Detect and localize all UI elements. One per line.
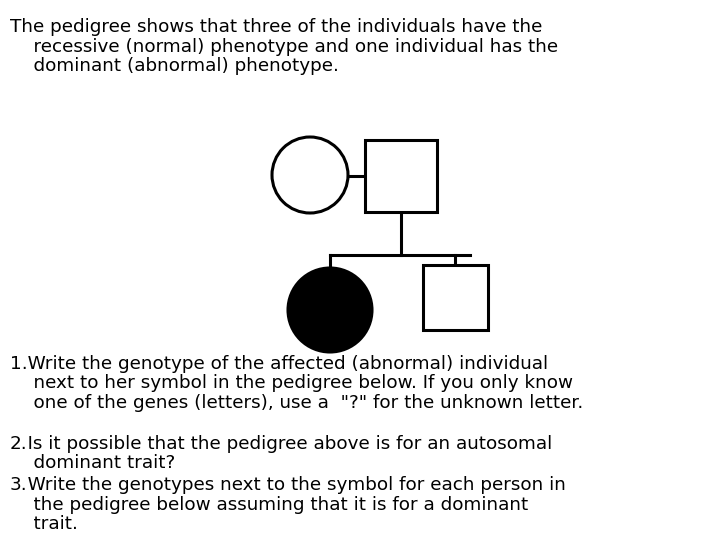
Text: one of the genes (letters), use a  "?" for the unknown letter.: one of the genes (letters), use a "?" fo… <box>10 394 583 412</box>
Text: Is it possible that the pedigree above is for an autosomal: Is it possible that the pedigree above i… <box>10 435 552 453</box>
Text: the pedigree below assuming that it is for a dominant: the pedigree below assuming that it is f… <box>10 496 528 514</box>
Bar <box>423 265 488 330</box>
Text: trait.: trait. <box>10 515 78 533</box>
Text: Write the genotype of the affected (abnormal) individual: Write the genotype of the affected (abno… <box>10 355 548 373</box>
Text: next to her symbol in the pedigree below. If you only know: next to her symbol in the pedigree below… <box>10 375 573 393</box>
Text: dominant (abnormal) phenotype.: dominant (abnormal) phenotype. <box>10 57 339 75</box>
Text: 1.: 1. <box>10 355 27 373</box>
Text: 2.: 2. <box>10 435 27 453</box>
Bar <box>365 140 437 212</box>
Text: dominant trait?: dominant trait? <box>10 455 175 472</box>
Text: 3.: 3. <box>10 476 27 494</box>
Circle shape <box>288 268 372 352</box>
Text: recessive (normal) phenotype and one individual has the: recessive (normal) phenotype and one ind… <box>10 37 558 56</box>
Text: Write the genotypes next to the symbol for each person in: Write the genotypes next to the symbol f… <box>10 476 566 494</box>
Circle shape <box>272 137 348 213</box>
Text: The pedigree shows that three of the individuals have the: The pedigree shows that three of the ind… <box>10 18 542 36</box>
